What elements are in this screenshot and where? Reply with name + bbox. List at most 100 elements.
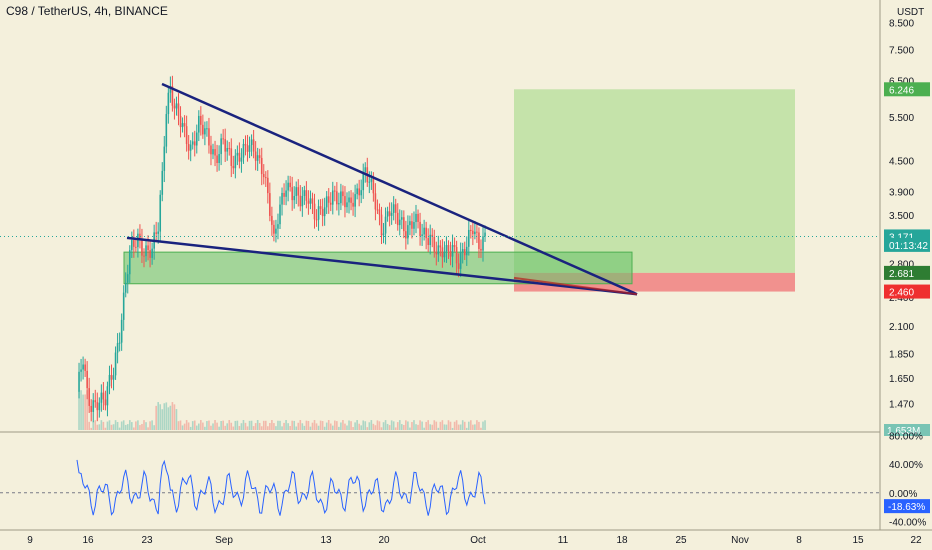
lower-trendline	[126, 236, 638, 296]
volume-bar	[307, 420, 310, 430]
chart-title: C98 / TetherUS, 4h, BINANCE	[6, 4, 168, 18]
volume-bar	[293, 420, 296, 430]
volume-bar	[96, 424, 99, 430]
candle-body	[453, 245, 456, 247]
volume-bar	[327, 420, 330, 430]
price-axis[interactable]: USDT8.5007.5006.5005.5004.5003.9003.5003…	[879, 0, 930, 530]
candle-body	[173, 105, 176, 109]
candle-body	[250, 139, 253, 146]
volume-bar	[106, 421, 109, 430]
volume-bar	[104, 427, 107, 430]
candle-body	[248, 145, 251, 152]
oscillator-tick-label: 0.00%	[889, 489, 917, 500]
volume-bar	[425, 421, 427, 430]
candle-body	[260, 157, 263, 175]
candle-body	[291, 187, 293, 201]
price-badge	[884, 82, 930, 97]
candle-body	[277, 224, 279, 229]
volume-bar	[336, 421, 338, 430]
candle-body	[110, 374, 113, 380]
volume-bar	[206, 421, 208, 430]
price-badge-label: 01:13:42	[889, 241, 928, 252]
time-axis[interactable]: 9 16 23 Sep 13 20 Oct 11 18 25 Nov 8 15 22	[0, 529, 932, 546]
time-tick-label: 11	[558, 535, 569, 546]
currency-label: USDT	[897, 7, 924, 18]
price-tick-label: 5.500	[889, 113, 914, 124]
volume-bar	[409, 427, 411, 430]
candle-body	[262, 174, 265, 178]
candle-body	[252, 139, 255, 152]
volume-bar	[321, 421, 324, 430]
candle-body	[242, 143, 245, 158]
candle-body	[319, 206, 322, 209]
volume-bar	[250, 420, 253, 430]
volume-bar	[240, 423, 243, 430]
candle-body	[390, 212, 393, 216]
candle-body	[112, 375, 115, 380]
volume-bar	[226, 423, 229, 430]
oscillator-line	[76, 459, 486, 516]
oscillator-pane[interactable]: 80.00% 40.00% 0.00% -40.00% -18.63%	[0, 431, 930, 529]
candle-body	[246, 145, 249, 152]
volume-bar	[398, 420, 401, 430]
volume-bar	[394, 427, 397, 430]
volume-bar	[110, 424, 113, 430]
candle-body	[451, 245, 454, 257]
volume-bar	[122, 420, 125, 430]
candle-body	[145, 245, 147, 257]
candle-body	[143, 255, 145, 257]
candle-body	[313, 203, 316, 220]
time-tick-label: 9	[27, 535, 33, 546]
price-tick-label: 4.500	[889, 156, 914, 167]
candles-layer	[78, 75, 486, 423]
volume-bar	[242, 420, 245, 430]
candle-body	[459, 252, 462, 269]
candle-body	[396, 212, 399, 226]
volume-bar	[374, 425, 377, 430]
volume-bar	[289, 426, 291, 430]
candle-body	[185, 126, 188, 145]
volume-bar	[220, 420, 222, 430]
volume-bar	[340, 422, 342, 430]
volume-bar	[372, 423, 375, 430]
candle-body	[128, 250, 131, 275]
candle-body	[222, 138, 224, 140]
candle-body	[352, 202, 354, 207]
volume-bar	[421, 421, 423, 430]
candle-body	[163, 146, 166, 171]
volume-bar	[419, 420, 421, 430]
volume-bar	[114, 420, 117, 430]
volume-bar	[254, 423, 257, 430]
candle-body	[279, 204, 281, 225]
candle-body	[421, 234, 423, 236]
volume-bar	[244, 422, 247, 430]
candle-body	[86, 370, 88, 389]
candle-body	[224, 139, 226, 152]
candle-body	[344, 196, 346, 208]
volume-bar	[120, 421, 123, 430]
volume-bar	[200, 420, 202, 430]
volume-bar	[116, 421, 119, 430]
candle-body	[271, 215, 273, 225]
volume-bar	[88, 421, 90, 430]
candle-body	[457, 263, 460, 269]
volume-bar	[478, 421, 480, 430]
candle-body	[151, 248, 153, 258]
candle-body	[208, 128, 210, 146]
candle-body	[295, 187, 298, 196]
volume-bar	[262, 420, 265, 430]
candle-body	[325, 196, 328, 208]
candle-body	[131, 240, 133, 251]
volume-bar	[171, 402, 174, 430]
volume-bar	[348, 420, 350, 430]
candle-body	[181, 123, 184, 128]
candle-body	[429, 234, 432, 246]
volume-bar	[344, 423, 346, 430]
time-tick-label: 16	[82, 535, 94, 546]
candle-body	[204, 128, 206, 135]
candle-body	[382, 233, 385, 236]
volume-bar	[126, 424, 129, 430]
candle-body	[384, 216, 387, 234]
candle-body	[187, 144, 190, 151]
